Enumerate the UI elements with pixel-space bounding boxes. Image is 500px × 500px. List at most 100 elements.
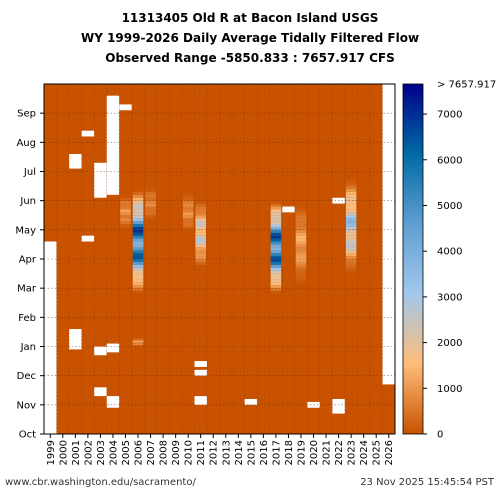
heatmap-cell xyxy=(132,250,144,254)
footer-source: www.cbr.washington.edu/sacramento/ xyxy=(5,477,196,488)
heatmap-cell xyxy=(270,285,282,289)
heatmap-cell xyxy=(295,221,307,224)
heatmap-cell xyxy=(195,259,206,262)
heatmap-cell xyxy=(270,226,282,230)
heatmap-cell xyxy=(195,200,206,204)
heatmap-cell xyxy=(145,218,156,222)
heatmap-cell xyxy=(270,232,282,236)
heatmap-cell xyxy=(132,209,144,213)
heatmap-cell xyxy=(345,177,357,181)
heatmap-cell xyxy=(182,215,194,219)
heatmap-cell xyxy=(195,209,206,213)
missing-data-cell xyxy=(106,95,120,195)
heatmap-cell xyxy=(345,183,357,187)
heatmap-cell xyxy=(145,194,156,198)
missing-data-cell xyxy=(382,84,395,385)
month-tick-label: Aug xyxy=(16,138,36,149)
year-tick-label: 2014 xyxy=(234,440,245,465)
heatmap-cell xyxy=(345,203,357,207)
year-tick-label: 2007 xyxy=(146,440,157,465)
heatmap-cell xyxy=(195,244,206,248)
heatmap-cell xyxy=(182,206,194,210)
heatmap-cell xyxy=(145,212,156,216)
heatmap-cell xyxy=(195,212,206,216)
month-tick-label: Feb xyxy=(18,313,36,324)
heatmap-cell xyxy=(345,186,357,189)
missing-data-cell xyxy=(194,396,207,405)
heatmap-cell xyxy=(345,261,357,265)
year-tick-label: 2008 xyxy=(159,440,170,465)
missing-data-cell xyxy=(94,387,107,397)
heatmap-cell xyxy=(270,288,282,292)
year-tick-label: 2026 xyxy=(384,440,395,465)
heatmap-cell xyxy=(120,209,131,213)
heatmap-cell xyxy=(345,270,357,274)
heatmap-cell xyxy=(145,191,156,195)
heatmap-cell xyxy=(120,212,131,216)
heatmap-cell xyxy=(345,264,357,268)
missing-data-cell xyxy=(194,369,207,376)
heatmap-cell xyxy=(270,209,282,213)
year-tick-label: 2013 xyxy=(221,440,232,465)
heatmap-cell xyxy=(270,224,282,227)
heatmap-cell xyxy=(120,194,131,198)
heatmap-cell xyxy=(132,197,144,201)
heatmap-cell xyxy=(270,203,282,207)
heatmap-cell xyxy=(345,221,357,224)
heatmap-cell xyxy=(270,200,282,204)
heatmap-cell xyxy=(132,203,144,207)
year-tick-label: 2006 xyxy=(134,440,145,465)
year-tick-label: 2017 xyxy=(271,440,282,465)
heatmap-cell xyxy=(145,203,156,207)
colorbar-tick-label: 5000 xyxy=(437,201,462,212)
heatmap-cell xyxy=(295,212,307,216)
heatmap-cell xyxy=(120,203,131,207)
heatmap-cell xyxy=(295,267,307,271)
heatmap-cell xyxy=(345,247,357,251)
heatmap-cell xyxy=(132,291,144,294)
heatmap-cell xyxy=(345,259,357,262)
heatmap-cell xyxy=(195,238,206,242)
heatmap-cell xyxy=(132,261,144,265)
heatmap-cell xyxy=(295,273,307,277)
heatmap-cell xyxy=(295,224,307,227)
year-tick-label: 2019 xyxy=(296,440,307,465)
heatmap-cell xyxy=(182,221,194,224)
heatmap-cell xyxy=(132,229,144,233)
heatmap-cell xyxy=(120,197,131,201)
month-axis: Oct Nov Dec Jan Feb Mar Apr May Jun Jul Aug Sep xyxy=(15,109,44,441)
heatmap-cell xyxy=(345,200,357,204)
heatmap-cell xyxy=(345,194,357,198)
heatmap-cell xyxy=(295,244,307,248)
heatmap-cell xyxy=(132,241,144,245)
colorbar-axis: 0 1000 2000 3000 4000 5000 6000 7000 xyxy=(423,110,462,441)
month-tick-label: Sep xyxy=(17,109,36,120)
year-tick-label: 2025 xyxy=(372,440,383,465)
month-tick-label: Dec xyxy=(17,371,36,382)
heatmap-cell xyxy=(132,340,144,343)
heatmap-cell xyxy=(270,264,282,268)
year-tick-label: 2010 xyxy=(184,440,195,465)
heatmap-cell xyxy=(182,218,194,222)
heatmap-cell xyxy=(182,194,194,198)
month-tick-label: Jun xyxy=(19,196,36,207)
heatmap-cell xyxy=(195,247,206,251)
heatmap-cell xyxy=(295,229,307,233)
heatmap-cell xyxy=(270,206,282,210)
heatmap-cell xyxy=(145,206,156,210)
heatmap-cell xyxy=(270,229,282,233)
heatmap-cell xyxy=(195,232,206,236)
heatmap-cell xyxy=(132,200,144,204)
colorbar-tick-label: 0 xyxy=(437,430,443,441)
heatmap-cell xyxy=(132,273,144,277)
heatmap-cell xyxy=(295,226,307,230)
heatmap-cell xyxy=(270,215,282,219)
heatmap-cell xyxy=(345,224,357,227)
heatmap-cell xyxy=(295,218,307,222)
colorbar-tick-label: 3000 xyxy=(437,292,462,303)
heatmap-cell xyxy=(182,200,194,204)
grid-lines xyxy=(43,84,396,434)
year-tick-label: 2023 xyxy=(347,440,358,465)
heatmap-cell xyxy=(270,212,282,216)
